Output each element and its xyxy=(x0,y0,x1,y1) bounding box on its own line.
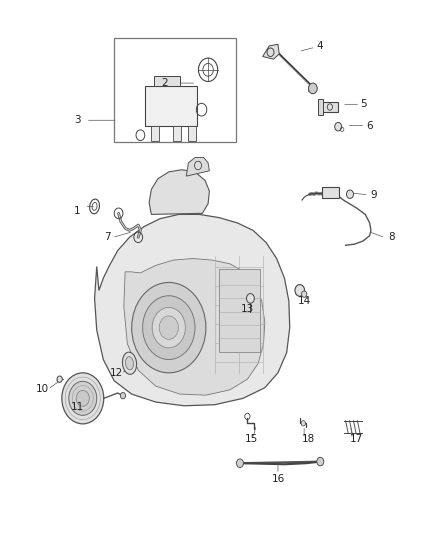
Text: 9: 9 xyxy=(371,190,377,200)
Text: 11: 11 xyxy=(71,402,84,413)
Bar xyxy=(114,38,237,142)
Ellipse shape xyxy=(126,357,134,370)
Bar xyxy=(145,86,197,126)
Text: 8: 8 xyxy=(388,232,395,243)
Polygon shape xyxy=(263,44,279,59)
Circle shape xyxy=(295,285,304,296)
Circle shape xyxy=(194,161,201,169)
Bar xyxy=(219,269,261,352)
Circle shape xyxy=(76,390,89,406)
Circle shape xyxy=(69,381,97,415)
Text: 6: 6 xyxy=(366,120,373,131)
Bar xyxy=(321,187,339,198)
Circle shape xyxy=(237,459,244,467)
Polygon shape xyxy=(186,158,209,176)
Text: 3: 3 xyxy=(74,115,81,125)
Bar xyxy=(321,102,338,112)
Text: 7: 7 xyxy=(104,232,111,243)
Text: 14: 14 xyxy=(297,296,311,306)
Circle shape xyxy=(132,282,206,373)
Ellipse shape xyxy=(123,352,137,374)
Text: 4: 4 xyxy=(316,41,323,51)
Text: 16: 16 xyxy=(271,474,285,484)
Polygon shape xyxy=(124,259,265,395)
Text: 15: 15 xyxy=(245,434,258,445)
Circle shape xyxy=(120,392,126,399)
Bar xyxy=(153,76,180,86)
Text: 18: 18 xyxy=(302,434,315,445)
Circle shape xyxy=(301,291,307,297)
Circle shape xyxy=(247,294,254,303)
Polygon shape xyxy=(95,214,290,406)
Circle shape xyxy=(152,308,185,348)
Circle shape xyxy=(57,376,62,382)
Text: 17: 17 xyxy=(350,434,363,445)
Bar xyxy=(318,99,323,115)
Circle shape xyxy=(159,316,178,340)
Text: 5: 5 xyxy=(360,99,367,109)
Circle shape xyxy=(335,123,342,131)
Circle shape xyxy=(317,457,324,466)
Bar xyxy=(151,126,159,141)
Circle shape xyxy=(143,296,195,360)
Circle shape xyxy=(62,373,104,424)
Bar xyxy=(173,126,181,141)
Text: 2: 2 xyxy=(161,78,168,88)
Text: 12: 12 xyxy=(110,368,123,378)
Circle shape xyxy=(308,83,317,94)
Text: 13: 13 xyxy=(241,304,254,314)
Bar xyxy=(188,126,196,141)
Text: 1: 1 xyxy=(74,206,81,216)
Text: 10: 10 xyxy=(35,384,49,394)
Polygon shape xyxy=(149,169,209,214)
Circle shape xyxy=(301,421,305,426)
Circle shape xyxy=(346,190,353,198)
